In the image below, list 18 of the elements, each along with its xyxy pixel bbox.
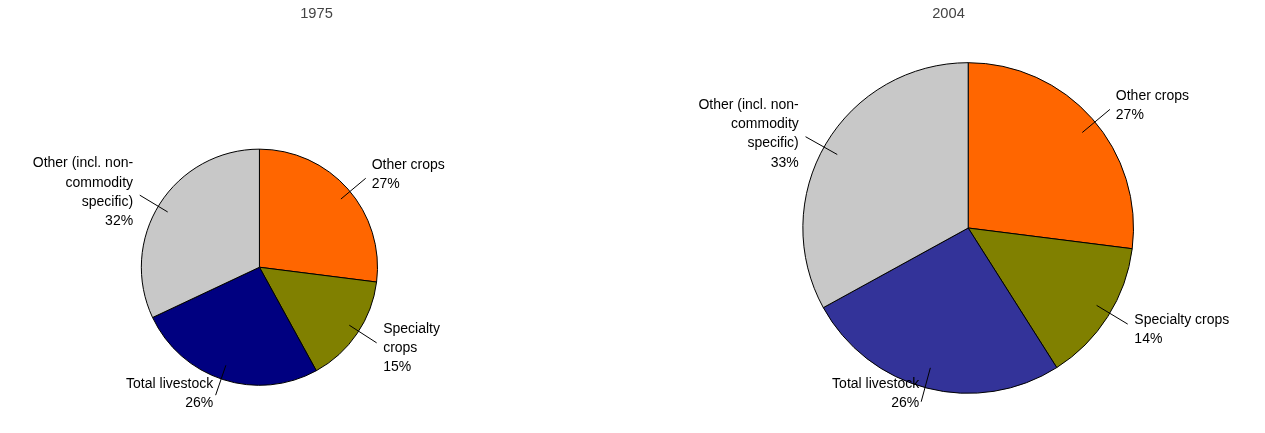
slice-label: Specialty crops (383, 319, 440, 356)
data-label: 26% (185, 394, 214, 410)
data-label: 27% (1115, 106, 1144, 123)
chart-title: 1975 (300, 4, 333, 21)
data-label: 33% (770, 153, 799, 170)
slice-label: Total livestock (126, 374, 215, 391)
chart-title: 2004 (932, 4, 965, 21)
slice-label: Total livestock (832, 374, 921, 391)
slice-label: Other (incl. non- commodity specific) (32, 154, 134, 209)
data-label: 14% (1134, 329, 1163, 346)
slice-label: Other (incl. non- commodity specific) (698, 96, 800, 151)
slice-label: Other crops (371, 155, 445, 172)
slice-label: Other crops (1115, 86, 1189, 103)
data-label: 27% (371, 174, 400, 191)
data-label: 15% (383, 358, 412, 375)
slice-label: Specialty crops (1134, 310, 1230, 327)
data-label: 32% (105, 211, 134, 228)
data-label: 26% (891, 394, 920, 410)
